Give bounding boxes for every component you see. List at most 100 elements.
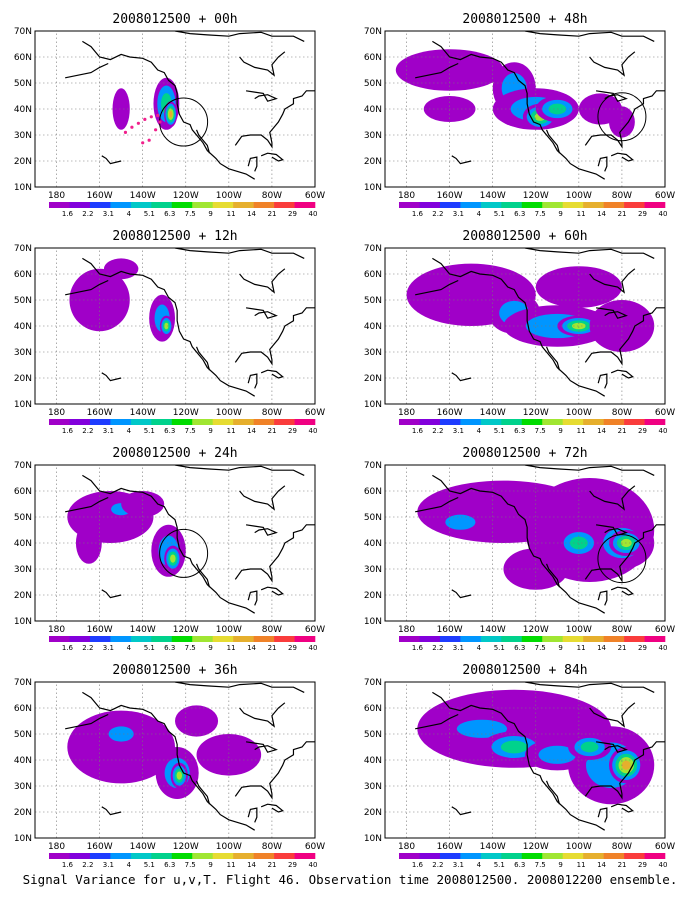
- colorbar-label: 11: [227, 210, 236, 218]
- variance-contour: [164, 322, 169, 330]
- colorbar-label: 11: [227, 644, 236, 652]
- x-tick-label: 140W: [480, 842, 506, 852]
- colorbar-swatch: [480, 636, 502, 642]
- coastline: [415, 496, 459, 513]
- coastline: [247, 807, 258, 823]
- colorbar-swatch: [624, 419, 645, 425]
- target-circle: [159, 528, 209, 578]
- colorbar-swatch: [151, 853, 173, 859]
- colorbar-swatch: [110, 419, 132, 425]
- x-tick-label: 60W: [655, 842, 675, 852]
- colorbar-swatch: [501, 419, 523, 425]
- x-tick-label: 140W: [480, 625, 506, 635]
- y-tick-label: 20N: [14, 808, 32, 818]
- y-tick-label: 30N: [364, 348, 382, 358]
- colorbar-label: 3.1: [103, 210, 114, 218]
- x-tick-label: 140W: [480, 191, 506, 201]
- x-tick-label: 120W: [173, 625, 199, 635]
- variance-contour: [456, 719, 508, 738]
- x-tick-label: 120W: [523, 191, 549, 201]
- coastline: [584, 307, 665, 366]
- colorbar-label: 2.2: [82, 210, 93, 218]
- panel-title: 2008012500 + 72h: [462, 446, 587, 461]
- coastline: [195, 129, 211, 154]
- colorbar-swatch: [399, 853, 420, 859]
- variance-contour: [175, 705, 219, 737]
- coastline: [451, 372, 472, 382]
- colorbar-label: 9: [208, 210, 212, 218]
- colorbar-swatch: [192, 419, 213, 425]
- x-tick-label: 160W: [87, 191, 113, 201]
- colorbar-swatch: [253, 636, 275, 642]
- colorbar-label: 2.2: [432, 861, 443, 869]
- colorbar-label: 6.3: [514, 644, 525, 652]
- colorbar-label: 9: [558, 427, 562, 435]
- coastline: [595, 524, 628, 536]
- colorbar-swatch: [294, 419, 316, 425]
- colorbar-swatch: [233, 853, 254, 859]
- y-tick-label: 50N: [14, 296, 32, 306]
- y-tick-label: 20N: [14, 374, 32, 384]
- colorbar-swatch: [542, 419, 563, 425]
- colorbar-swatch: [644, 419, 666, 425]
- colorbar-swatch: [212, 419, 234, 425]
- colorbar-swatch: [49, 636, 70, 642]
- colorbar-swatch: [69, 419, 91, 425]
- colorbar-label: 1.6: [412, 210, 424, 218]
- x-tick-label: 100W: [566, 191, 592, 201]
- colorbar-label: 29: [288, 644, 297, 652]
- colorbar-label: 14: [597, 644, 606, 652]
- map-panel: 2008012500 + 60h 180 160W 140W 120W 100W 80W 60…: [364, 229, 675, 435]
- coastline: [195, 780, 211, 805]
- coastline: [524, 31, 655, 42]
- colorbar-label: 11: [577, 861, 586, 869]
- colorbar-label: 5.1: [144, 210, 155, 218]
- y-tick-label: 70N: [14, 678, 32, 688]
- map-area: [385, 465, 665, 621]
- x-tick-label: 80W: [612, 191, 632, 201]
- colorbar-label: 1.6: [62, 644, 74, 652]
- coastline: [65, 713, 109, 730]
- x-tick-label: 100W: [216, 408, 242, 418]
- coastline: [589, 51, 636, 77]
- map-area: [35, 31, 315, 187]
- coastline: [101, 155, 122, 165]
- colorbar-label: 6.3: [164, 644, 175, 652]
- colorbar-label: 11: [227, 427, 236, 435]
- colorbar-label: 40: [308, 644, 317, 652]
- coastline: [595, 90, 628, 102]
- colorbar-label: 7.5: [185, 210, 196, 218]
- colorbar-label: 40: [308, 427, 317, 435]
- colorbar-label: 11: [577, 644, 586, 652]
- colorbar-label: 2.2: [432, 427, 443, 435]
- variance-contour: [538, 745, 577, 764]
- colorbar-label: 21: [618, 644, 627, 652]
- colorbar-label: 3.1: [453, 427, 464, 435]
- coastline: [174, 248, 305, 259]
- colorbar-label: 1.6: [412, 861, 424, 869]
- y-tick-label: 40N: [364, 105, 382, 115]
- colorbar-swatch: [439, 636, 461, 642]
- coastline: [174, 31, 305, 42]
- colorbar-swatch: [192, 202, 213, 208]
- colorbar-swatch: [644, 853, 666, 859]
- y-tick-label: 20N: [364, 808, 382, 818]
- map-panel: 2008012500 + 72h 180 160W 140W 120W 100W 80W 60…: [364, 446, 675, 652]
- colorbar-swatch: [603, 419, 625, 425]
- colorbar-label: 4: [127, 427, 132, 435]
- y-tick-label: 30N: [14, 565, 32, 575]
- coastline: [451, 155, 472, 165]
- flight-track-dot: [130, 125, 134, 129]
- variance-contour: [75, 522, 102, 564]
- colorbar-label: 4: [477, 210, 482, 218]
- colorbar-swatch: [603, 853, 625, 859]
- colorbar-label: 11: [227, 861, 236, 869]
- variance-contour: [170, 554, 176, 563]
- y-tick-label: 70N: [14, 27, 32, 37]
- colorbar-swatch: [624, 636, 645, 642]
- x-tick-label: 180: [398, 408, 415, 418]
- colorbar-label: 7.5: [535, 644, 546, 652]
- flight-track-dot: [141, 141, 145, 145]
- colorbar-swatch: [130, 853, 152, 859]
